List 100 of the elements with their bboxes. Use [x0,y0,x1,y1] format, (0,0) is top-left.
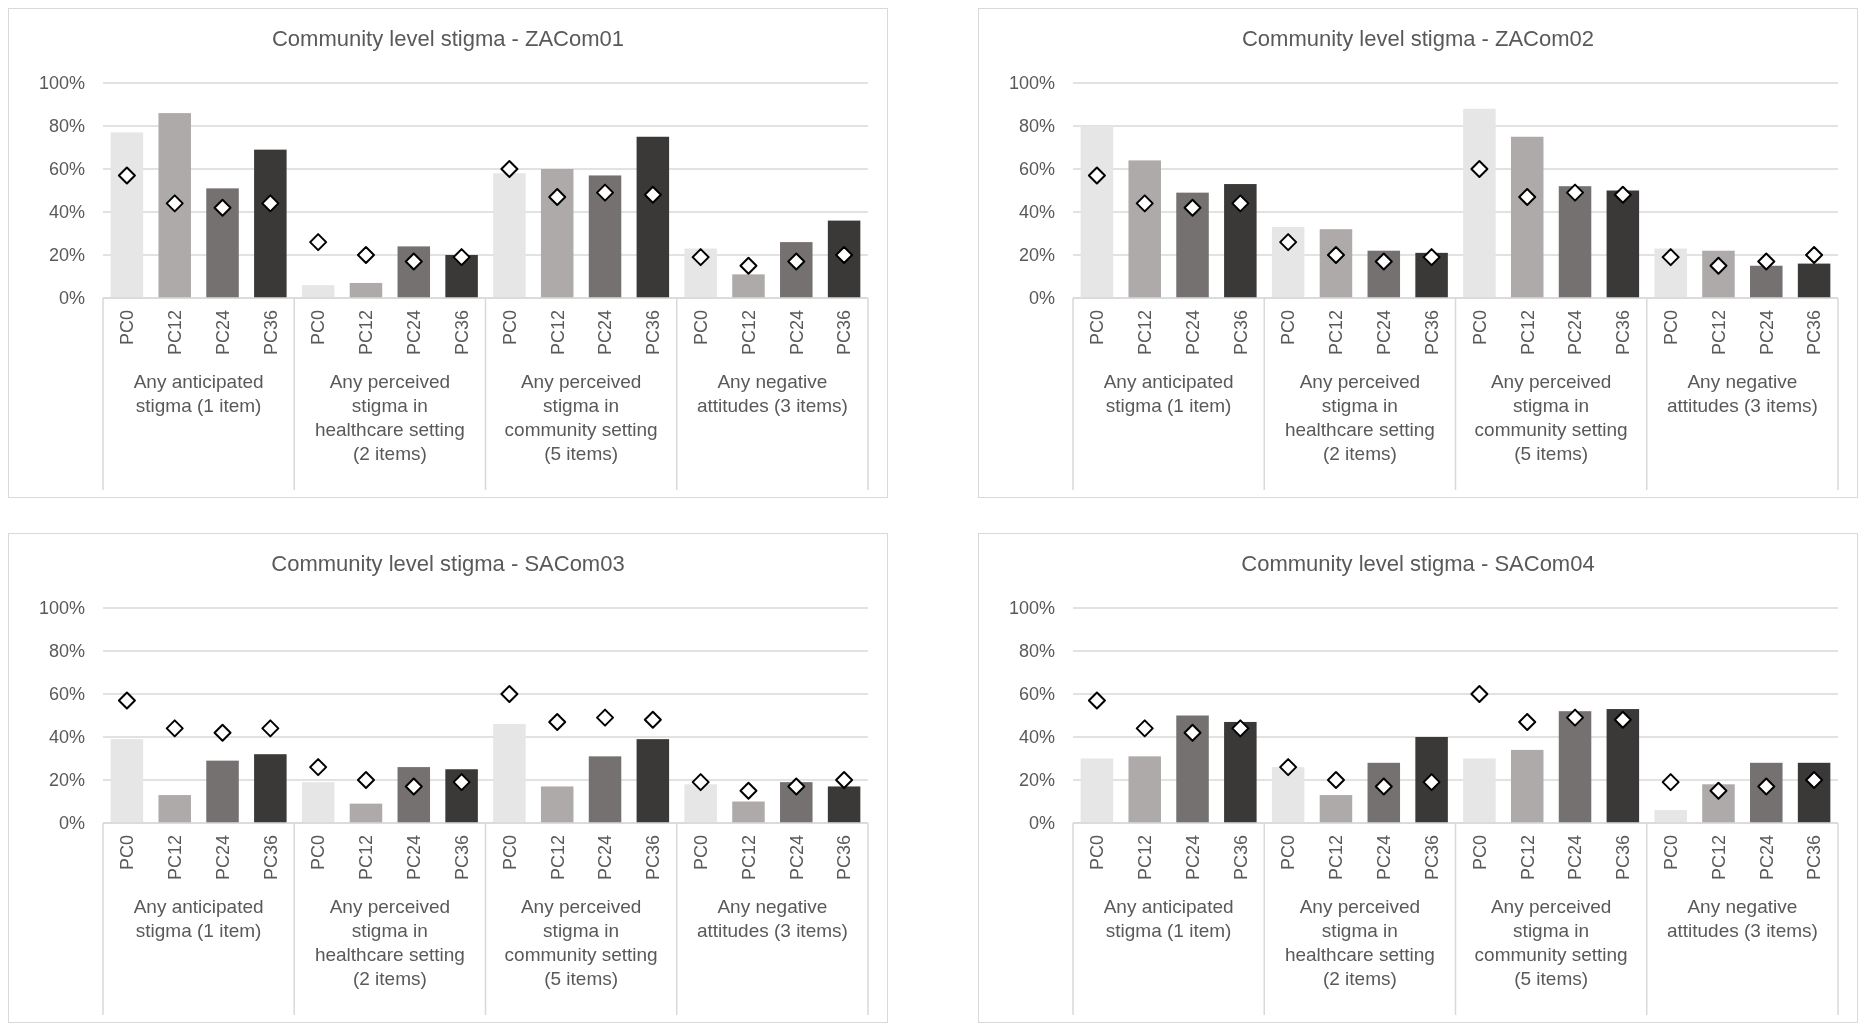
bar [636,136,670,298]
text: Any negative attitudes (3 items) [1666,896,1818,941]
text: Any perceived stigma in healthcare setting (2 items) [314,896,465,989]
bar [827,786,861,823]
bar [1415,737,1448,823]
bar [1128,160,1161,298]
point [787,777,806,796]
y-tick-label: 40% [1018,202,1055,223]
y-tick-label: 40% [48,202,85,223]
x-tick-label: PC24 [1182,835,1203,881]
point [739,256,758,275]
bar [1510,136,1544,298]
x-tick-label: PC36 [1421,835,1442,881]
bar [301,285,335,298]
point [643,710,662,729]
chart-title: Community level stigma - SACom03 [271,551,625,576]
point [835,246,854,264]
point [261,719,280,738]
y-tick-label: 0% [1028,288,1055,309]
bar [1797,263,1831,298]
x-tick-label: PC24 [1565,310,1586,356]
x-tick-label: PC36 [1804,310,1825,356]
x-tick-label: PC36 [834,310,855,356]
y-tick-label: 80% [1018,116,1055,137]
x-tick-label: PC24 [404,310,425,356]
y-tick-label: 20% [48,245,85,266]
y-tick-label: 80% [48,116,85,137]
point [1374,252,1393,271]
x-tick-label: PC0 [1278,310,1299,346]
bar [1558,186,1592,298]
x-tick-label: PC0 [1087,310,1108,346]
x-tick-label: PC12 [738,835,759,881]
x-tick-label: PC12 [1326,310,1347,356]
point [596,708,615,727]
point [1087,691,1106,710]
x-tick-label: PC24 [595,310,616,356]
bar [588,175,622,298]
x-tick-label: PC36 [1230,310,1251,356]
bar [1654,810,1687,823]
bar [110,132,144,298]
point [1135,194,1154,213]
point [213,723,232,742]
point [548,712,567,731]
y-tick-label: 100% [38,73,85,94]
x-tick-label: PC12 [1135,835,1156,881]
point [1613,710,1632,729]
x-tick-label: PC0 [499,835,520,871]
x-tick-label: PC12 [1135,310,1156,356]
x-tick-label: PC12 [165,310,186,356]
x-tick-label: PC0 [1660,310,1681,346]
x-tick-label: PC12 [547,835,568,881]
point [1183,723,1202,742]
bar [445,769,478,823]
x-tick-label: PC12 [1517,835,1538,881]
bar [684,784,717,823]
x-tick-label: PC36 [1613,310,1634,356]
y-tick-label: 20% [1018,770,1055,791]
point [1566,183,1585,202]
x-tick-label: PC36 [451,835,472,881]
bar [254,149,287,298]
bar [827,220,861,298]
y-tick-label: 60% [1018,159,1055,180]
x-tick-label: PC0 [1469,835,1490,871]
x-tick-label: PC24 [1374,310,1395,356]
y-tick-label: 60% [1018,684,1055,705]
bar [110,739,144,823]
point [1231,719,1250,738]
text: Any perceived stigma in community setting (5 items) [1474,371,1628,464]
bar [1128,756,1161,823]
y-tick-label: 40% [48,727,85,748]
point [1422,773,1441,792]
x-tick-label: PC0 [117,835,138,871]
y-tick-label: 60% [48,684,85,705]
x-tick-label: PC36 [1804,835,1825,881]
point [452,773,471,792]
x-tick-label: PC36 [1613,835,1634,881]
x-tick-label: PC36 [1421,310,1442,356]
point [261,194,280,213]
point [1422,248,1441,267]
point [1518,712,1537,731]
point [356,771,375,789]
point [1470,685,1489,703]
bar [1463,758,1496,823]
point [691,248,710,267]
bar [301,782,335,823]
y-tick-label: 80% [48,641,85,662]
point [643,185,662,204]
point [404,252,423,271]
x-tick-label: PC0 [1278,835,1299,871]
x-tick-label: PC24 [1756,310,1777,356]
text: Any anticipated stigma (1 item) [1103,371,1234,416]
bar [780,242,813,298]
text: Any perceived stigma in community setting (5 items) [504,371,658,464]
point [1231,194,1250,213]
x-tick-label: PC36 [834,835,855,881]
x-tick-label: PC24 [1756,835,1777,881]
x-tick-label: PC0 [690,310,711,346]
chart-title: Community level stigma - ZACom01 [271,26,625,51]
x-tick-label: PC24 [212,835,233,881]
bar [349,803,383,823]
